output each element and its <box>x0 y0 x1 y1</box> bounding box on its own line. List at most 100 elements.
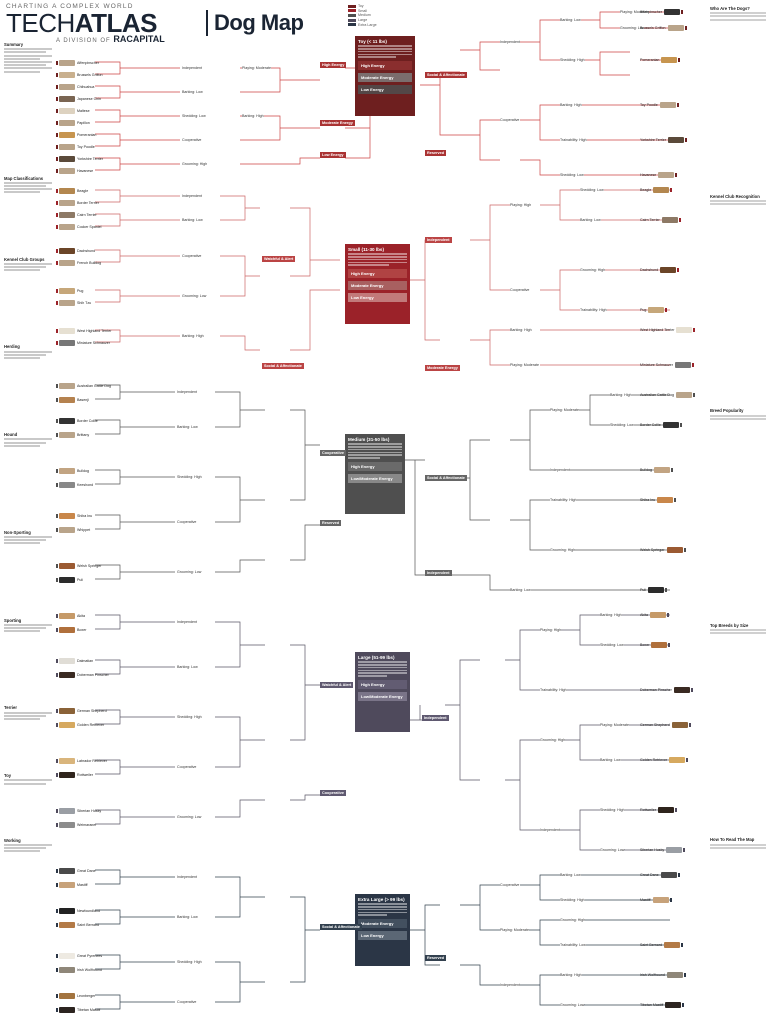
map-title: Dog Map <box>214 10 304 35</box>
breed-name: Weimaraner <box>77 822 97 827</box>
breed-name: Welsh Springer <box>77 563 102 568</box>
breed-row: Pug <box>56 287 83 294</box>
cat-small-watchful: Watchful & Alert <box>262 256 296 263</box>
breed-row-right: Yorkshire Terrier <box>640 136 688 143</box>
breed-photo <box>674 361 691 368</box>
breed-photo <box>59 417 75 424</box>
breed-photo <box>669 756 686 763</box>
text-line <box>4 356 40 359</box>
text-line <box>710 843 766 846</box>
text-line <box>4 623 52 626</box>
cat-large-watchful: Watchful & Alert <box>320 682 354 689</box>
breed-row: Shiba Inu <box>56 512 92 519</box>
heading-kennel-groups: Kennel Club Groups <box>4 256 45 262</box>
hub-small-level-low: Low Energy <box>348 292 407 302</box>
breed-row-right: Miniature Schnauzer <box>640 361 695 368</box>
breed-name: Affenpinscher <box>640 9 662 14</box>
hub-toy-description <box>358 45 412 58</box>
breed-name: Border Collie <box>77 418 98 423</box>
breed-name: Maltese <box>77 108 90 113</box>
heading-toy: Toy <box>4 773 12 779</box>
breed-name: Whippet <box>77 527 91 532</box>
breed-photo <box>663 8 680 15</box>
breed-photo <box>648 586 664 593</box>
node-xl-r-independent: Independent <box>500 983 520 987</box>
breed-name: Border Collie <box>640 422 661 427</box>
breed-photo <box>59 1006 75 1013</box>
breed-photo <box>676 326 693 333</box>
heading-working: Working <box>4 837 21 843</box>
node-toy-r-independent: Independent <box>500 40 520 44</box>
breed-photo <box>59 626 75 633</box>
hub-xl-range: (> 99 lbs) <box>384 897 405 902</box>
node-toy-cooperative-1: Cooperative <box>182 138 202 142</box>
breed-row: Mastiff <box>56 881 88 888</box>
text-line <box>4 711 52 714</box>
cat-large-cooperative: Cooperative <box>320 790 346 797</box>
breed-row-right: Boxer <box>640 641 671 648</box>
text-line <box>710 846 766 849</box>
heading-hound: Hound <box>4 432 18 438</box>
cat-medium-reserved: Reserved <box>320 520 342 527</box>
breed-row: Siberian Husky <box>56 807 101 814</box>
node-xl-r-barking-low: Barking: Low <box>560 873 581 877</box>
division-line: A DIVISION OF RACAPITAL <box>56 34 165 44</box>
node-small-r-barking-high: Barking: High <box>510 328 532 332</box>
node-xl-r-grooming-low: Grooming: Low <box>560 1003 585 1007</box>
legend-item-xl: Extra Large <box>348 22 377 27</box>
breed-photo <box>59 211 75 218</box>
legend: Toy Small Medium Large Extra Large <box>348 4 377 27</box>
breed-name: Australian Cattle Dog <box>640 392 674 397</box>
hub-toy: Toy (< 11 lbs) High Energy Moderate Ener… <box>355 36 415 116</box>
node-toy-independent-1: Independent <box>182 66 202 70</box>
breed-row-right: Dachshund <box>640 266 680 273</box>
cat-toy-social: Social & Affectionate <box>425 72 467 79</box>
breed-row-right: Golden Retriever <box>640 756 689 763</box>
breed-name: Cairn Terrier <box>640 217 660 222</box>
breed-name: Saint Bernard <box>640 942 662 947</box>
breed-name: Brussels Griffon <box>640 25 666 30</box>
breed-name: Bulldog <box>77 468 89 473</box>
breed-name: Welsh Springer <box>640 547 665 552</box>
breed-photo <box>59 992 75 999</box>
breed-row: Puli <box>56 576 83 583</box>
breed-name: Leonberger <box>77 993 96 998</box>
breed-photo <box>660 871 677 878</box>
breed-name: French Bulldog <box>77 260 102 265</box>
breed-row: Welsh Springer <box>56 562 102 569</box>
text-line <box>710 629 766 632</box>
node-small-grooming-low-1: Grooming: Low <box>182 294 207 298</box>
breed-name: Yorkshire Terrier <box>640 137 666 142</box>
breed-photo <box>666 546 683 553</box>
breed-row: Yorkshire Terrier <box>56 155 103 162</box>
node-small-cooperative-1: Cooperative <box>182 254 202 258</box>
node-medium-r-independent: Independent <box>550 468 570 472</box>
breed-photo <box>59 119 75 126</box>
breed-photo <box>59 299 75 306</box>
breed-photo <box>59 327 75 334</box>
breed-name: Boxer <box>77 627 87 632</box>
text-line <box>710 12 766 15</box>
cat-medium-social: Social & Affectionate <box>425 475 467 482</box>
breed-name: Siberian Husky <box>640 847 665 852</box>
heading-non-sporting: Non-Sporting <box>4 529 31 535</box>
breed-name: Australian Cattle Dog <box>77 383 111 388</box>
breed-photo <box>671 721 688 728</box>
breed-row-right: Doberman Pinscher <box>640 686 694 693</box>
text-line <box>4 48 52 51</box>
breed-row: Australian Cattle Dog <box>56 382 111 389</box>
node-toy-grooming-high-1: Grooming: High <box>182 162 208 166</box>
breed-name: Keeshond <box>77 482 94 487</box>
breed-row: German Shepherd <box>56 707 107 714</box>
breed-photo <box>59 921 75 928</box>
breed-name: Labrador Retriever <box>77 758 107 763</box>
text-line <box>710 203 766 206</box>
breed-row: Golden Retriever <box>56 721 104 728</box>
breed-row: Leonberger <box>56 992 95 999</box>
hub-small-range: (11-30 lbs) <box>361 247 385 252</box>
hub-toy-level-high: High Energy <box>358 60 412 70</box>
text-line <box>4 782 47 785</box>
heading-sporting: Sporting <box>4 617 22 623</box>
heading-breed-popularity: Breed Popularity <box>710 408 744 414</box>
breed-photo <box>59 339 75 346</box>
